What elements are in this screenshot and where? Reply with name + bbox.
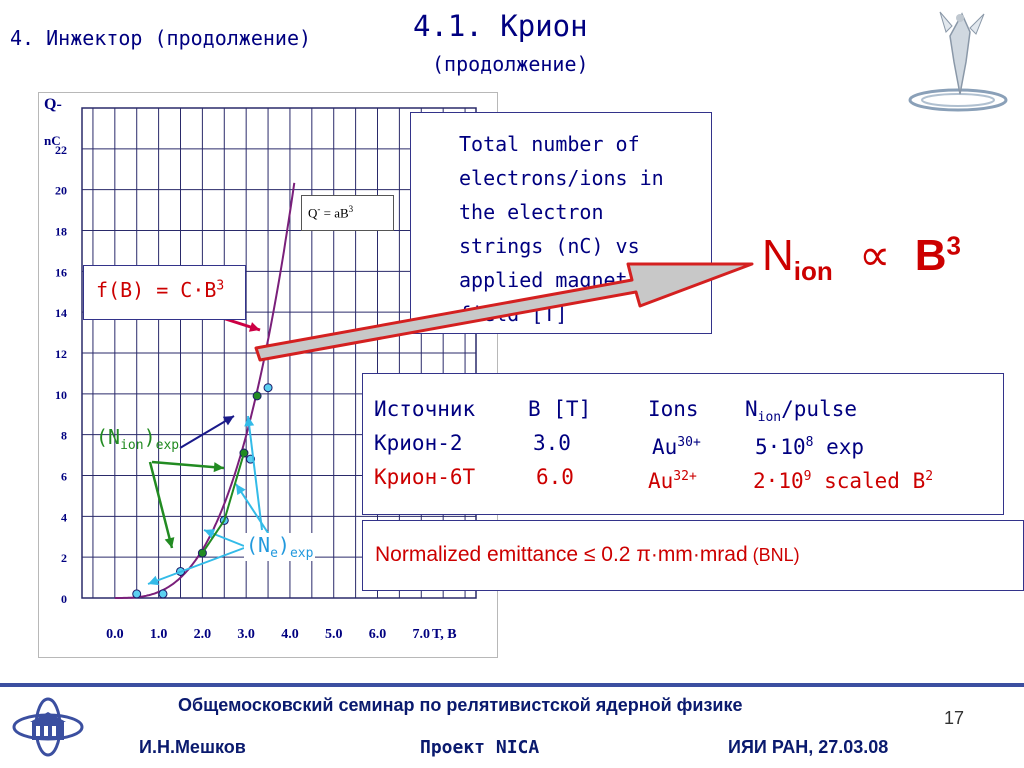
nion-arrow-head bbox=[213, 462, 224, 473]
nion-connector bbox=[223, 452, 245, 521]
ne-arrow bbox=[247, 415, 263, 531]
description-line: Total number of bbox=[459, 132, 640, 156]
proportionality-formula: Nion ∝ B3 bbox=[762, 230, 961, 286]
nica-logo-icon bbox=[908, 11, 1008, 112]
nion-connector bbox=[201, 519, 226, 554]
nion-arrow-head bbox=[164, 537, 175, 548]
ne-exp-label: (Ne)exp bbox=[244, 533, 316, 561]
y-tick-label: 20 bbox=[55, 184, 67, 198]
jinr-logo-icon bbox=[12, 697, 84, 757]
nion-exp-label: (Nion)exp bbox=[96, 425, 180, 453]
sources-table: Источник B [T] Ions Nion/pulse Крион-2 3… bbox=[362, 373, 1004, 515]
emittance-box: Normalized emittance ≤ 0.2 π·mm·mrad (BN… bbox=[362, 520, 1024, 591]
y-axis-label: Q- bbox=[44, 96, 62, 113]
y-tick-label: 14 bbox=[55, 306, 67, 320]
x-tick-label: 0.0 bbox=[106, 627, 124, 642]
fit-function-label: f(B) = C·B3 bbox=[83, 265, 246, 320]
y-tick-label: 18 bbox=[55, 225, 67, 239]
ne-data-point bbox=[132, 589, 142, 599]
footer-org: ИЯИ РАН, 27.03.08 bbox=[728, 737, 889, 757]
col-ions-header: Ions bbox=[648, 397, 699, 421]
page-number: 17 bbox=[944, 708, 965, 728]
x-tick-label: 1.0 bbox=[150, 627, 168, 642]
x-tick-label: 7.0 bbox=[413, 627, 431, 642]
ne-arrow-head bbox=[148, 575, 160, 586]
description-box: Total number of electrons/ions in the el… bbox=[410, 112, 712, 334]
y-axis-unit: nC bbox=[44, 133, 61, 148]
y-tick-label: 6 bbox=[61, 470, 67, 484]
y-tick-label: 4 bbox=[61, 510, 67, 524]
nion-arrow bbox=[151, 460, 225, 470]
y-tick-label: 22 bbox=[55, 143, 67, 157]
ne-arrow bbox=[147, 547, 245, 585]
y-tick-label: 2 bbox=[61, 551, 67, 565]
y-tick-label: 12 bbox=[55, 347, 67, 361]
y-tick-label: 8 bbox=[61, 429, 67, 443]
fit-arrow-head bbox=[248, 322, 260, 332]
section-title: 4. Инжектор (продолжение) bbox=[10, 26, 312, 50]
footer-author: И.Н.Мешков bbox=[139, 737, 246, 757]
y-tick-label: 16 bbox=[55, 265, 67, 279]
ne-arrow-head bbox=[204, 529, 216, 539]
ne-arrow bbox=[235, 483, 271, 537]
x-tick-label: 5.0 bbox=[325, 627, 343, 642]
footer-divider bbox=[0, 683, 1024, 687]
footer-project: Проект NICA bbox=[420, 737, 540, 758]
y-tick-label: 10 bbox=[55, 388, 67, 402]
footer-seminar: Общемосковский семинар по релятивистской… bbox=[178, 695, 743, 715]
ne-data-point bbox=[263, 383, 273, 393]
table-header-row: Источник B [T] Ions Nion/pulse bbox=[363, 392, 1003, 426]
x-tick-label: 4.0 bbox=[281, 627, 299, 642]
table-row: Крион-2 3.0 Au30+ 5·108 exp bbox=[374, 431, 865, 459]
nion-arrow bbox=[148, 461, 174, 549]
col-source-header: Источник bbox=[374, 397, 476, 421]
col-nion-header: Nion/pulse bbox=[745, 397, 857, 426]
x-tick-label: 3.0 bbox=[237, 627, 255, 642]
ne-arrow-head bbox=[236, 484, 246, 496]
nion-arrow bbox=[179, 415, 235, 449]
description-line: the electron bbox=[459, 200, 604, 224]
ne-data-point bbox=[158, 589, 168, 599]
slide-title: 4.1. Крион bbox=[413, 9, 588, 43]
nion-arrow-head bbox=[222, 416, 234, 426]
y-tick-label: 0 bbox=[61, 592, 67, 606]
ne-arrow-head bbox=[244, 416, 255, 427]
table-row: Крион-6Т 6.0 Au32+ 2·109 scaled B2 bbox=[374, 465, 934, 493]
description-line: electrons/ions in bbox=[459, 166, 664, 190]
slide-subtitle: (продолжение) bbox=[432, 52, 589, 76]
nion-data-point bbox=[252, 391, 262, 401]
description-line: strings (nC) vs bbox=[459, 234, 640, 258]
x-tick-label: 2.0 bbox=[194, 627, 212, 642]
chart-legend-box: Q- = aB3 bbox=[301, 195, 394, 231]
col-field-header: B [T] bbox=[528, 397, 592, 421]
x-tick-label: 6.0 bbox=[369, 627, 387, 642]
x-axis-label: T, B bbox=[432, 627, 457, 642]
